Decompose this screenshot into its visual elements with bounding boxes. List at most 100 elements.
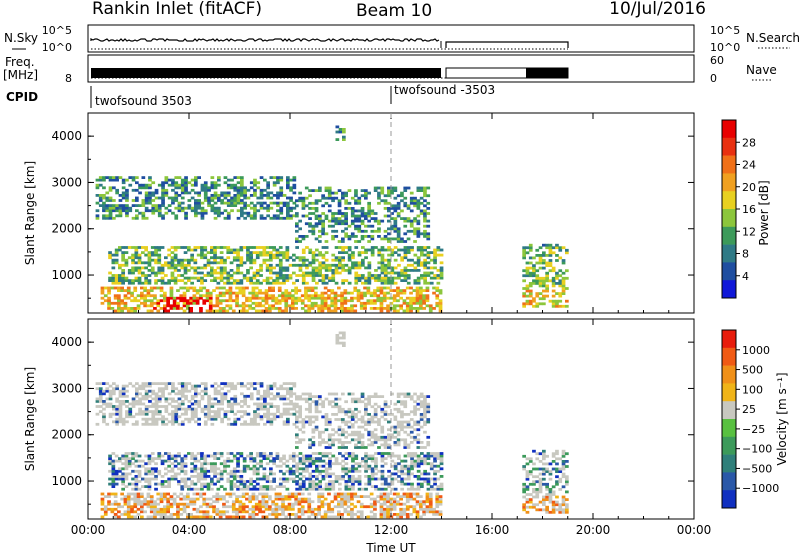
echo-cell <box>321 227 325 231</box>
echo-cell <box>263 412 267 416</box>
echo-cell <box>231 309 236 313</box>
echo-cell <box>390 191 394 195</box>
echo-cell <box>157 196 162 200</box>
echo-cell <box>149 301 154 305</box>
echo-cell <box>150 459 155 463</box>
echo-cell <box>148 209 152 213</box>
echo-cell <box>240 199 244 202</box>
echo-cell <box>301 462 306 466</box>
echo-cell <box>98 194 103 197</box>
echo-cell <box>126 497 131 501</box>
echo-cell <box>95 183 100 187</box>
echo-cell <box>255 477 260 481</box>
echo-cell <box>108 469 112 473</box>
echo-cell <box>393 251 398 254</box>
echo-cell <box>236 464 240 468</box>
echo-cell <box>223 261 227 265</box>
echo-cell <box>252 261 257 265</box>
echo-cell <box>282 472 286 476</box>
echo-cell <box>390 237 394 241</box>
echo-cell <box>292 459 296 463</box>
echo-cell <box>341 459 345 463</box>
echo-cell <box>360 214 365 218</box>
echo-cell <box>423 219 427 223</box>
echo-cell <box>275 253 280 257</box>
echo-cell <box>147 269 152 272</box>
echo-cell <box>199 510 203 514</box>
echo-cell <box>131 487 135 491</box>
echo-cell <box>321 464 326 468</box>
echo-cell <box>351 253 355 257</box>
echo-cell <box>416 201 421 205</box>
echo-cell <box>108 454 112 458</box>
echo-cell <box>240 209 244 213</box>
echo-cell <box>159 513 164 516</box>
echo-cell <box>110 510 115 514</box>
echo-cell <box>379 296 384 300</box>
echo-cell <box>344 235 348 238</box>
echo-cell <box>141 216 146 220</box>
echo-cell <box>308 222 312 226</box>
echo-cell <box>373 186 378 190</box>
echo-cell <box>117 309 121 313</box>
echo-cell <box>422 296 426 300</box>
echo-cell <box>259 487 263 491</box>
echo-cell <box>263 194 267 197</box>
echo-cell <box>297 299 302 303</box>
echo-cell <box>149 502 154 506</box>
echo-cell <box>161 394 165 398</box>
echo-cell <box>370 235 375 238</box>
echo-cell <box>193 464 198 468</box>
echo-cell <box>277 299 282 303</box>
echo-cell <box>535 254 540 257</box>
echo-cell <box>241 301 246 305</box>
echo-cell <box>233 186 238 190</box>
echo-cell <box>282 276 286 280</box>
echo-cell <box>542 261 546 265</box>
echo-cell <box>147 256 152 260</box>
echo-cell <box>436 248 441 252</box>
echo-cell <box>350 214 355 218</box>
echo-cell <box>324 251 329 254</box>
echo-cell <box>232 469 237 473</box>
echo-cell <box>203 467 208 471</box>
echo-cell <box>396 229 401 233</box>
echo-cell <box>364 189 368 192</box>
echo-cell <box>135 216 139 220</box>
echo-cell <box>324 266 329 270</box>
echo-cell <box>213 387 218 391</box>
echo-cell <box>412 299 417 303</box>
echo-cell <box>112 199 116 202</box>
echo-cell <box>147 281 152 285</box>
echo-cell <box>269 269 273 272</box>
echo-cell <box>241 515 246 519</box>
echo-cell <box>275 281 280 285</box>
echo-cell <box>300 497 305 501</box>
echo-cell <box>167 279 171 282</box>
echo-cell <box>548 259 553 262</box>
echo-cell <box>222 299 226 303</box>
echo-cell <box>271 294 275 298</box>
noise-tick-left-bottom: 10^0 <box>42 41 72 54</box>
echo-cell <box>282 397 287 401</box>
echo-cell <box>213 216 218 220</box>
echo-cell <box>383 201 388 205</box>
echo-cell <box>251 286 256 290</box>
echo-cell <box>219 266 224 270</box>
echo-cell <box>558 269 563 273</box>
echo-cell <box>266 420 270 424</box>
echo-cell <box>297 507 302 511</box>
echo-cell <box>324 269 329 272</box>
echo-cell <box>416 433 421 437</box>
echo-cell <box>292 253 296 257</box>
echo-cell <box>360 189 365 192</box>
echo-cell <box>102 415 106 419</box>
echo-cell <box>435 301 440 305</box>
echo-cell <box>561 261 566 265</box>
echo-cell <box>118 194 123 197</box>
echo-cell <box>439 475 444 478</box>
echo-cell <box>310 507 315 511</box>
echo-cell <box>370 237 375 241</box>
echo-cell <box>320 304 325 308</box>
echo-cell <box>183 281 188 285</box>
